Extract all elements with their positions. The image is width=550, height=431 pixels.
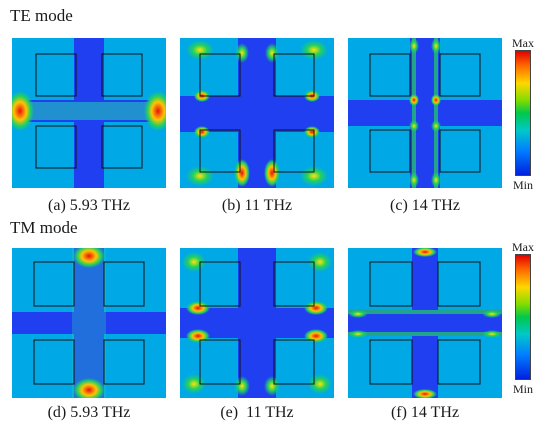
field-map-te-c bbox=[348, 38, 502, 188]
colorbar-max-label: Max bbox=[512, 36, 534, 50]
field-map-tm-e bbox=[180, 248, 334, 398]
caption-e: (e) 11 THz bbox=[220, 404, 294, 421]
colorbar-max-label: Max bbox=[512, 240, 534, 254]
field-map-tm-f bbox=[348, 248, 502, 398]
colorbar-min-label: Min bbox=[512, 382, 533, 396]
colorbar-te: Max Min bbox=[488, 36, 550, 206]
colorbar-tm: Max Min bbox=[488, 240, 550, 410]
colorbar-gradient bbox=[515, 254, 531, 380]
caption-b: (b) 11 THz bbox=[221, 197, 293, 214]
tm-mode-title: TM mode bbox=[10, 218, 78, 237]
field-map-te-b bbox=[180, 38, 334, 188]
caption-a: (a) 5.93 THz bbox=[48, 197, 130, 214]
te-mode-title: TE mode bbox=[10, 6, 73, 25]
colorbar-gradient bbox=[515, 50, 531, 176]
colorbar-min-label: Min bbox=[512, 178, 533, 192]
field-map-te-a bbox=[12, 38, 166, 188]
caption-c: (c) 14 THz bbox=[390, 197, 460, 214]
caption-f: (f) 14 THz bbox=[390, 404, 460, 421]
caption-d: (d) 5.93 THz bbox=[47, 404, 131, 421]
field-map-tm-d bbox=[12, 248, 166, 398]
